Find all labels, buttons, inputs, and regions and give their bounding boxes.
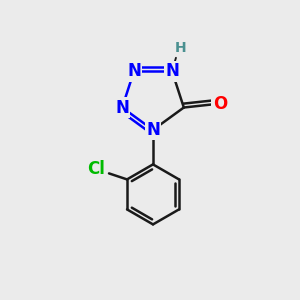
Text: Cl: Cl xyxy=(87,160,105,178)
Text: N: N xyxy=(165,62,179,80)
Text: O: O xyxy=(213,95,227,113)
Text: N: N xyxy=(115,98,129,116)
Text: H: H xyxy=(175,41,186,55)
Text: N: N xyxy=(146,121,160,139)
Text: N: N xyxy=(127,62,141,80)
